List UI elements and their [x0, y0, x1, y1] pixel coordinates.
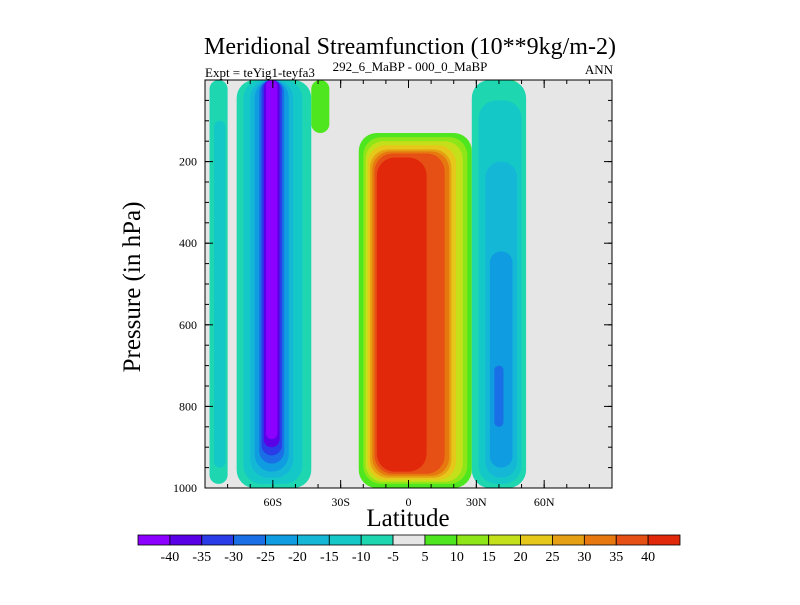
colorbar-swatch	[520, 534, 553, 546]
contour-fills	[209, 80, 527, 488]
colorbar-swatch	[265, 534, 298, 546]
y-tick-label: 200	[179, 155, 197, 169]
colorbar-swatch	[583, 534, 617, 546]
colorbar-label: -5	[387, 550, 399, 565]
colorbar-label: 25	[545, 550, 559, 565]
colorbar-label: -40	[161, 550, 180, 565]
colorbar-swatch	[615, 534, 649, 546]
colorbar-label: -20	[288, 550, 307, 565]
colorbar-swatch	[169, 534, 203, 546]
colorbar-label: -35	[192, 550, 211, 565]
experiment-label: Expt = teYig1-teyfa3	[205, 65, 315, 80]
period-label: 292_6_MaBP - 000_0_MaBP	[333, 59, 488, 74]
contour-neg25-ferrel	[494, 365, 504, 427]
colorbar-swatch	[552, 534, 585, 546]
colorbar-label: 40	[641, 550, 655, 565]
colorbar-swatch	[201, 534, 235, 546]
contour-neg20-ferrel	[489, 251, 513, 468]
season-label: ANN	[585, 62, 614, 77]
x-tick-label: 30N	[466, 495, 487, 509]
x-tick-label: 60N	[534, 495, 555, 509]
colorbar-swatch	[328, 534, 362, 546]
colorbar-swatch	[137, 534, 171, 546]
contour-neg10-band-a	[214, 120, 226, 468]
colorbar-label: -10	[352, 550, 371, 565]
colorbar-swatch	[297, 534, 330, 546]
y-tick-label: 600	[179, 318, 197, 332]
y-tick-label: 1000	[173, 481, 197, 495]
colorbar-swatch	[233, 534, 266, 546]
contour-pos5-upper-a	[311, 80, 330, 134]
y-tick-label: 800	[179, 399, 197, 413]
plot-area	[205, 80, 612, 488]
colorbar-label: 20	[514, 550, 528, 565]
axes: 60S 30S 0 30N 60N 200 400 600 800 1000	[173, 79, 613, 509]
colorbar-label: 30	[577, 550, 591, 565]
colorbar-swatch	[360, 534, 394, 546]
colorbar-label: 10	[450, 550, 464, 565]
colorbar-swatch	[424, 534, 458, 546]
colorbar-swatch	[488, 534, 521, 546]
colorbar-label: -30	[224, 550, 243, 565]
colorbar-swatch	[456, 534, 490, 546]
colorbar-label: -15	[320, 550, 339, 565]
colorbar-label: 35	[609, 550, 623, 565]
x-tick-label: 0	[406, 495, 412, 509]
colorbar-swatch	[647, 534, 681, 546]
x-tick-label: 30S	[331, 495, 350, 509]
x-axis-label: Latitude	[366, 505, 449, 532]
contour-pos40-hadley-core	[376, 157, 427, 472]
colorbar-swatch	[392, 534, 426, 546]
y-axis-label: Pressure (in hPa)	[119, 202, 146, 373]
colorbar-label: 15	[482, 550, 496, 565]
colorbar: -40 -35 -30 -25 -20 -15 -10 -5 5 10 15 20 25 30 35 40	[137, 534, 681, 565]
y-tick-label: 400	[179, 236, 197, 250]
chart-title: Meridional Streamfunction (10**9kg/m-2)	[204, 34, 616, 60]
colorbar-label: 5	[421, 550, 428, 565]
x-tick-label: 60S	[263, 495, 282, 509]
colorbar-label: -25	[256, 550, 275, 565]
contour-neg40-core	[266, 80, 278, 440]
